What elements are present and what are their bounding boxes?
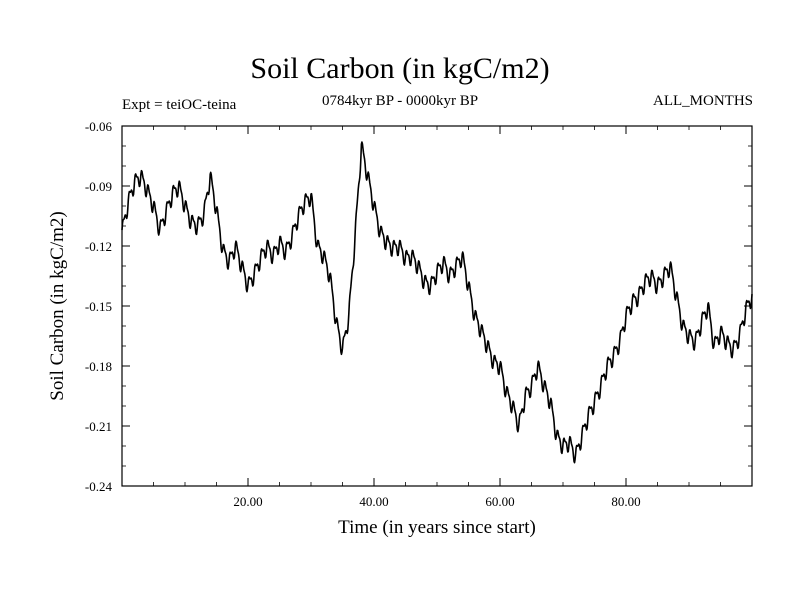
y-axis-title: Soil Carbon (in kgC/m2) <box>47 211 68 400</box>
y-tick-label: -0.06 <box>85 119 113 134</box>
y-tick-label: -0.18 <box>85 359 112 374</box>
series-line <box>121 141 753 464</box>
y-tick-label: -0.15 <box>85 299 112 314</box>
x-tick-label: 20.00 <box>233 494 262 509</box>
x-axis-title: Time (in years since start) <box>338 517 536 538</box>
chart-subtitle: 0784kyr BP - 0000kyr BP <box>321 93 479 109</box>
months-label: ALL_MONTHS <box>653 93 753 109</box>
chart-title: Soil Carbon (in kgC/m2) <box>250 52 550 85</box>
y-tick-label: -0.21 <box>85 419 112 434</box>
tick-marks <box>122 125 752 487</box>
y-tick-label: -0.12 <box>85 239 112 254</box>
x-tick-labels: 20.00 40.00 60.00 80.00 <box>233 494 640 509</box>
y-tick-labels: -0.06 -0.09 -0.12 -0.15 -0.18 -0.21 -0.24 <box>85 119 113 494</box>
y-tick-label: -0.24 <box>85 479 113 494</box>
experiment-label: Expt = teiOC-teina <box>122 97 237 113</box>
y-tick-label: -0.09 <box>85 179 112 194</box>
plot-frame <box>121 125 753 487</box>
x-tick-label: 80.00 <box>611 494 640 509</box>
x-tick-label: 40.00 <box>359 494 388 509</box>
x-tick-label: 60.00 <box>485 494 514 509</box>
